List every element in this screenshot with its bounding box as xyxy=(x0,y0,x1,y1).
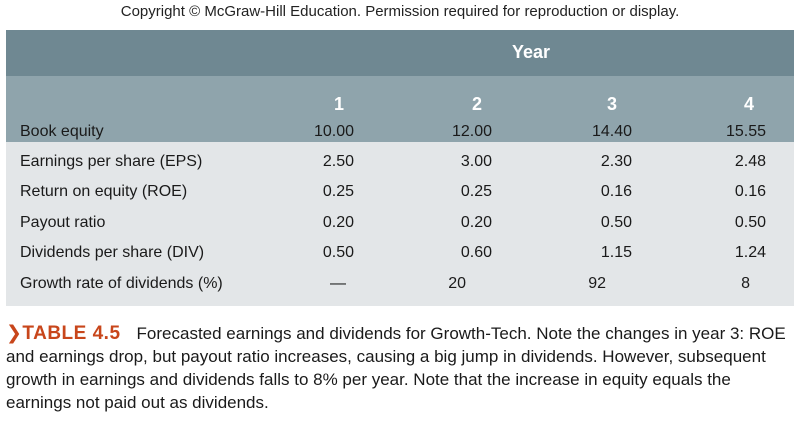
table-cell: 92 xyxy=(588,275,606,292)
column-header-band xyxy=(6,76,794,142)
table-cell: 3.00 xyxy=(460,153,492,170)
table-cell: 12.00 xyxy=(451,123,492,140)
year-header-band: Year xyxy=(6,30,794,76)
year-group-header: Year xyxy=(511,42,551,62)
table-row: Return on equity (ROE) 0.25 0.25 0.16 0.… xyxy=(6,178,794,206)
table-cell: 0.16 xyxy=(734,183,766,200)
table-cell: 0.16 xyxy=(600,183,632,200)
table-cell: 20 xyxy=(448,275,466,292)
table-cell: 2.30 xyxy=(600,153,632,170)
table-cell: 8 xyxy=(741,275,750,292)
row-label: Return on equity (ROE) xyxy=(20,183,188,200)
table-caption: ❯TABLE 4.5 Forecasted earnings and divide… xyxy=(6,322,796,414)
caption-marker-icon: ❯ xyxy=(6,323,23,344)
forecast-table: Year 1 2 3 4 Book equity 10.00 12.00 14.… xyxy=(6,30,794,306)
table-cell: 2.48 xyxy=(734,153,766,170)
row-label: Payout ratio xyxy=(20,214,106,231)
column-header-year-4: 4 xyxy=(743,94,754,114)
table-row: Book equity 10.00 12.00 14.40 15.55 xyxy=(6,118,794,146)
table-cell: 0.50 xyxy=(600,214,632,231)
table-cell: 0.20 xyxy=(322,214,354,231)
table-cell: 0.25 xyxy=(460,183,492,200)
table-cell: 0.25 xyxy=(322,183,354,200)
caption-table-number: TABLE 4.5 xyxy=(22,323,121,344)
caption-text: Forecasted earnings and dividends for Gr… xyxy=(6,324,786,412)
row-label: Dividends per share (DIV) xyxy=(20,244,205,261)
table-cell: 10.00 xyxy=(313,123,354,140)
table-cell: 0.50 xyxy=(734,214,766,231)
row-label: Growth rate of dividends (%) xyxy=(20,275,223,292)
column-header-year-3: 3 xyxy=(606,94,617,114)
table-cell: 0.20 xyxy=(460,214,492,231)
table-row: Dividends per share (DIV) 0.50 0.60 1.15… xyxy=(6,239,794,267)
table-row: Growth rate of dividends (%) — 20 92 8 xyxy=(6,270,794,298)
copyright-notice: Copyright © McGraw-Hill Education. Permi… xyxy=(120,3,680,20)
table-cell: 2.50 xyxy=(322,153,354,170)
table-row: Payout ratio 0.20 0.20 0.50 0.50 xyxy=(6,209,794,237)
table-cell: 0.60 xyxy=(460,244,492,261)
table-cell: 14.40 xyxy=(591,123,632,140)
column-header-year-2: 2 xyxy=(471,94,482,114)
table-cell: 15.55 xyxy=(725,123,766,140)
table-cell: — xyxy=(330,275,346,292)
column-header-year-1: 1 xyxy=(333,94,344,114)
table-cell: 1.24 xyxy=(734,244,766,261)
table-cell: 0.50 xyxy=(322,244,354,261)
row-label: Earnings per share (EPS) xyxy=(20,153,203,170)
table-row: Earnings per share (EPS) 2.50 3.00 2.30 … xyxy=(6,148,794,176)
row-label: Book equity xyxy=(20,123,104,140)
table-cell: 1.15 xyxy=(600,244,632,261)
